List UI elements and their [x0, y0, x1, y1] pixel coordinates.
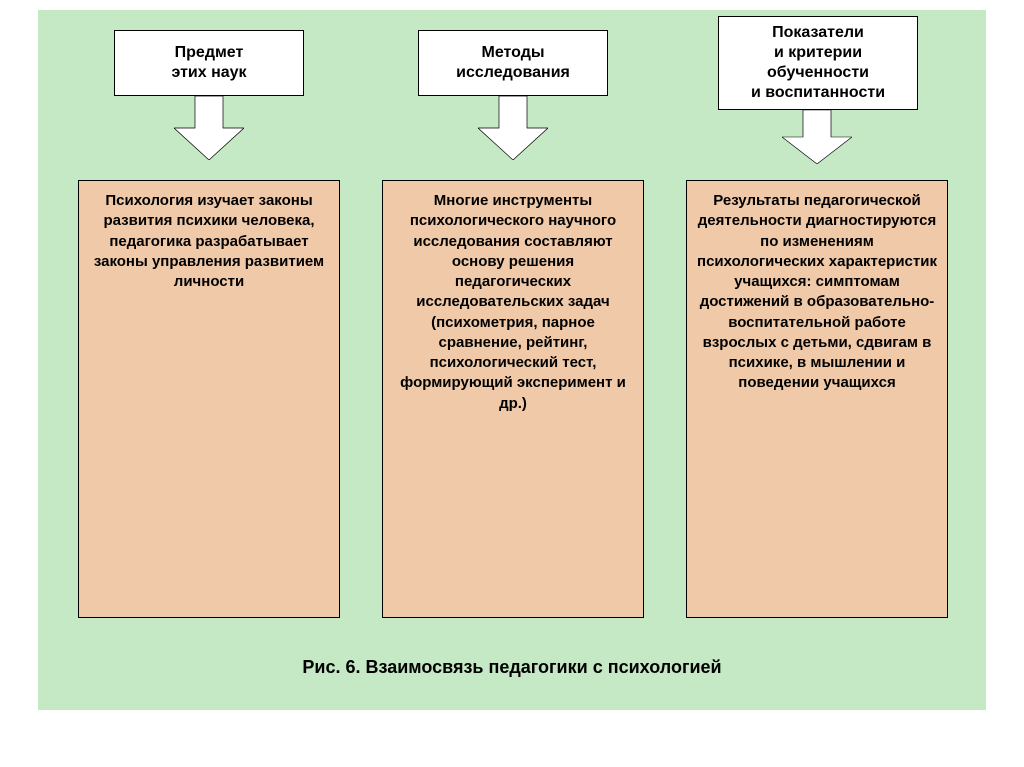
figure-caption: Рис. 6. Взаимосвязь педагогики с психоло… — [38, 652, 986, 682]
col3-header: Показатели и критерии обученности и восп… — [718, 16, 918, 110]
col3-body: Результаты педагогической деятельности д… — [686, 180, 948, 618]
col3-arrow — [782, 110, 852, 164]
col1-header: Предмет этих наук — [114, 30, 304, 96]
col1-arrow — [174, 96, 244, 160]
col2-header: Методы исследования — [418, 30, 608, 96]
col2-arrow — [478, 96, 548, 160]
col2-body: Многие инструменты психологического науч… — [382, 180, 644, 618]
col1-body: Психология изучает законы развития психи… — [78, 180, 340, 618]
